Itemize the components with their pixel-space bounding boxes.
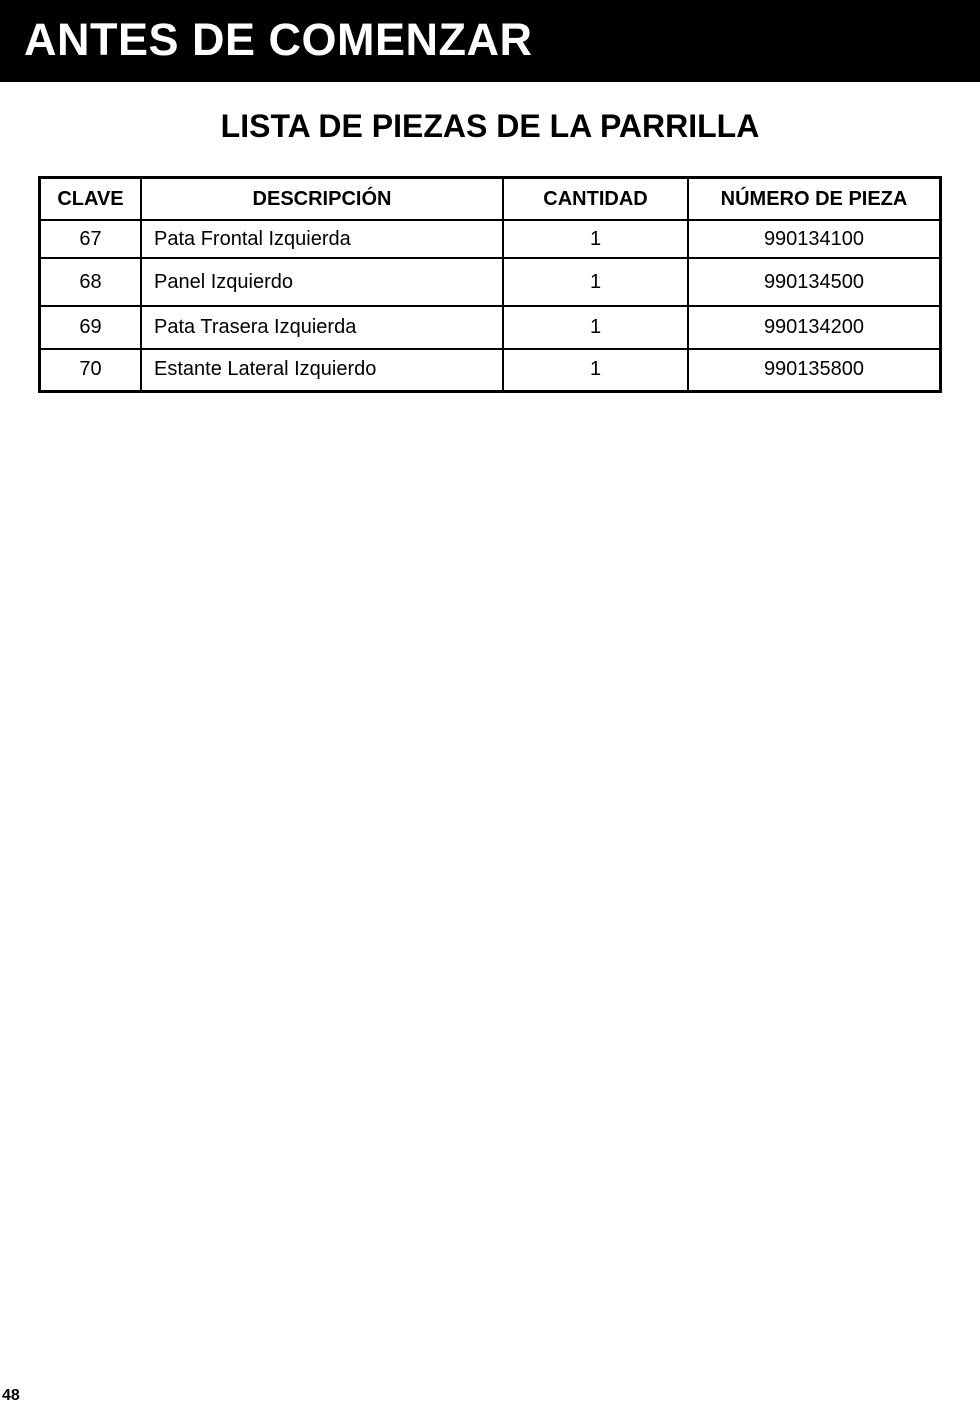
table-row: 68 Panel Izquierdo 1 990134500 <box>38 257 942 307</box>
cell-numero-de-pieza: 990135800 <box>687 348 942 392</box>
parts-table: CLAVE DESCRIPCIÓN CANTIDAD NÚMERO DE PIE… <box>38 176 942 393</box>
cell-clave: 70 <box>38 348 142 392</box>
cell-descripcion: Panel Izquierdo <box>140 257 504 307</box>
cell-clave: 68 <box>38 257 142 307</box>
table-row: 69 Pata Trasera Izquierda 1 990134200 <box>38 305 942 350</box>
cell-cantidad: 1 <box>502 257 689 307</box>
page-number: 48 <box>2 1387 20 1404</box>
cell-numero-de-pieza: 990134100 <box>687 219 942 259</box>
header-cantidad: CANTIDAD <box>502 176 689 221</box>
cell-cantidad: 1 <box>502 305 689 350</box>
section-title: LISTA DE PIEZAS DE LA PARRILLA <box>220 108 760 144</box>
cell-cantidad: 1 <box>502 348 689 392</box>
header-descripcion: DESCRIPCIÓN <box>140 176 504 221</box>
cell-numero-de-pieza: 990134500 <box>687 257 942 307</box>
table-row: 70 Estante Lateral Izquierdo 1 990135800 <box>38 348 942 392</box>
cell-numero-de-pieza: 990134200 <box>687 305 942 350</box>
header-clave: CLAVE <box>38 176 142 221</box>
table-row: 67 Pata Frontal Izquierda 1 990134100 <box>38 219 942 259</box>
cell-descripcion: Pata Frontal Izquierda <box>140 219 504 259</box>
cell-cantidad: 1 <box>502 219 689 259</box>
banner-title: ANTES DE COMENZAR <box>24 14 533 65</box>
header-numero-de-pieza: NÚMERO DE PIEZA <box>687 176 942 221</box>
cell-descripcion: Estante Lateral Izquierdo <box>140 348 504 392</box>
cell-clave: 69 <box>38 305 142 350</box>
cell-clave: 67 <box>38 219 142 259</box>
cell-descripcion: Pata Trasera Izquierda <box>140 305 504 350</box>
section-banner: ANTES DE COMENZAR <box>0 0 980 82</box>
table-header-row: CLAVE DESCRIPCIÓN CANTIDAD NÚMERO DE PIE… <box>38 176 942 221</box>
